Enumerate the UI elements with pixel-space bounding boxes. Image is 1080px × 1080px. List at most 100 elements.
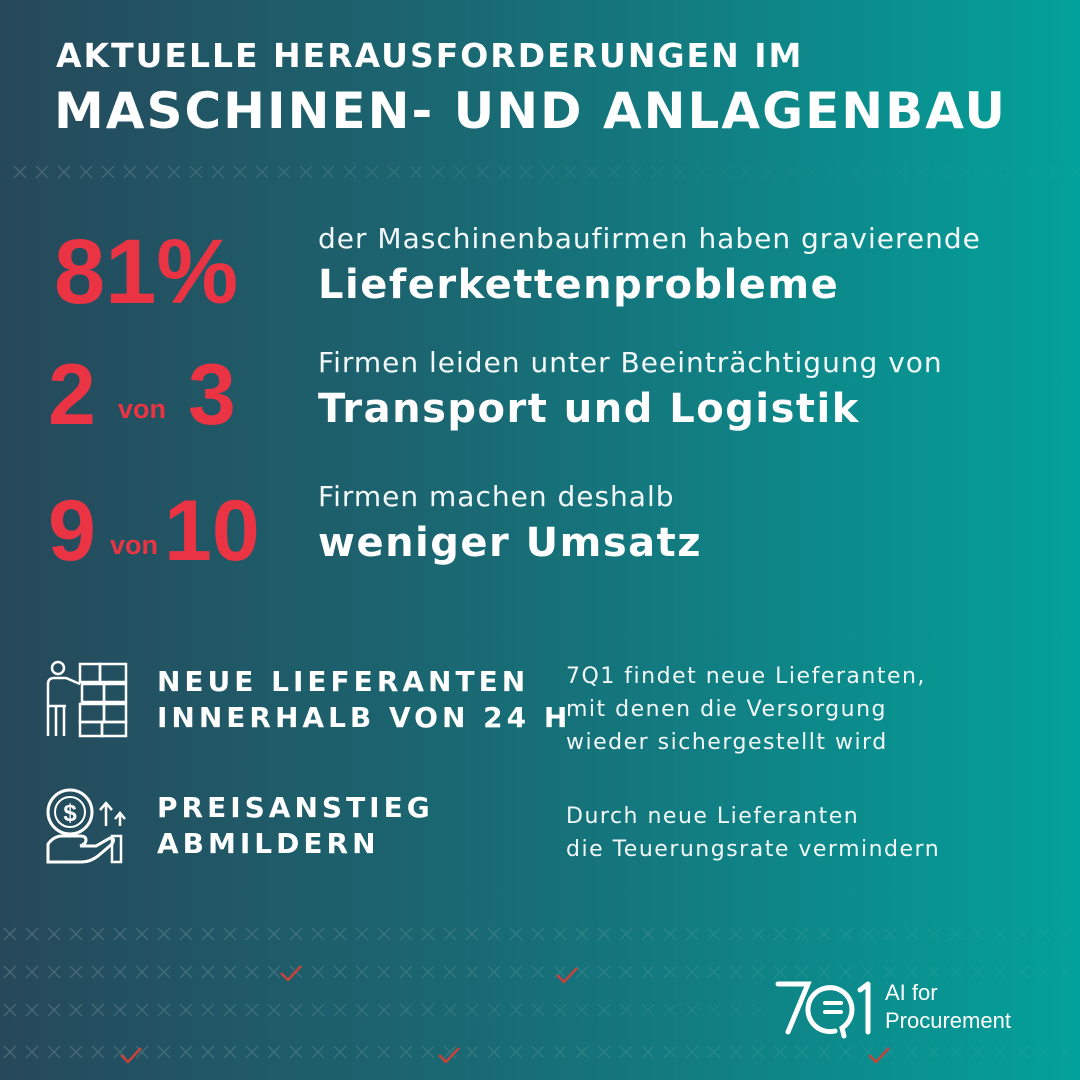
x-mark bbox=[784, 166, 796, 178]
x-mark bbox=[25, 965, 39, 979]
x-mark bbox=[509, 1003, 523, 1017]
x-mark bbox=[167, 165, 181, 179]
x-mark bbox=[806, 166, 818, 178]
x-mark bbox=[707, 1045, 721, 1059]
logo-tagline-line-1: AI for bbox=[885, 980, 938, 1005]
x-mark bbox=[47, 1003, 61, 1017]
x-mark bbox=[91, 965, 105, 979]
x-mark bbox=[575, 1003, 589, 1017]
x-mark bbox=[399, 1003, 413, 1017]
x-mark bbox=[355, 1045, 369, 1059]
x-mark bbox=[993, 1045, 1007, 1059]
x-mark bbox=[1015, 1045, 1029, 1059]
x-mark bbox=[916, 166, 928, 178]
x-mark bbox=[355, 965, 369, 979]
benefit-desc-line: die Teuerungsrate vermindern bbox=[566, 837, 941, 862]
stat-value-a: 9 bbox=[48, 483, 96, 579]
x-mark bbox=[585, 165, 599, 179]
x-mark bbox=[1038, 928, 1050, 940]
svg-text:$: $ bbox=[63, 800, 77, 827]
x-mark bbox=[289, 927, 303, 941]
x-mark bbox=[519, 165, 533, 179]
stat-lead-text: Firmen machen deshalb bbox=[318, 480, 675, 513]
x-mark bbox=[179, 927, 193, 941]
x-mark bbox=[333, 1003, 347, 1017]
x-mark bbox=[597, 965, 611, 979]
x-mark bbox=[223, 965, 237, 979]
x-mark bbox=[861, 965, 875, 979]
stat-connector: von bbox=[110, 530, 159, 560]
supplier-boxes-icon bbox=[46, 660, 128, 738]
x-mark bbox=[179, 1045, 193, 1059]
x-mark bbox=[465, 1003, 479, 1017]
x-mark bbox=[883, 1045, 897, 1059]
x-mark bbox=[69, 927, 83, 941]
x-mark bbox=[1004, 166, 1016, 178]
x-mark bbox=[201, 965, 215, 979]
x-mark bbox=[993, 965, 1007, 979]
x-mark bbox=[47, 965, 61, 979]
x-mark bbox=[267, 965, 281, 979]
benefit-heading-line: ABMILDERN bbox=[157, 827, 380, 860]
logo-tagline-line-2: Procurement bbox=[885, 1008, 1011, 1033]
x-mark bbox=[69, 1003, 83, 1017]
x-mark bbox=[531, 1045, 545, 1059]
checkmark-icon bbox=[868, 1047, 890, 1064]
x-mark bbox=[267, 927, 281, 941]
x-mark bbox=[35, 165, 49, 179]
x-mark bbox=[25, 1045, 39, 1059]
x-mark bbox=[245, 1045, 259, 1059]
x-mark bbox=[233, 165, 247, 179]
x-mark bbox=[1038, 966, 1050, 978]
x-mark bbox=[1048, 166, 1060, 178]
x-mark bbox=[729, 965, 743, 979]
x-mark bbox=[113, 927, 127, 941]
x-mark bbox=[751, 965, 765, 979]
stat-lead-text: der Maschinenbaufirmen haben gravierende bbox=[318, 222, 981, 255]
x-mark bbox=[343, 165, 357, 179]
x-mark bbox=[91, 1045, 105, 1059]
x-mark bbox=[365, 165, 379, 179]
x-mark bbox=[982, 166, 994, 178]
checkmark-icon bbox=[438, 1047, 460, 1064]
x-mark bbox=[894, 166, 906, 178]
x-mark bbox=[3, 965, 17, 979]
x-mark bbox=[575, 965, 589, 979]
x-mark bbox=[1038, 1046, 1050, 1058]
x-mark bbox=[47, 927, 61, 941]
x-mark bbox=[685, 927, 699, 941]
stat-connector: von bbox=[118, 394, 167, 424]
x-mark bbox=[663, 927, 677, 941]
x-mark bbox=[399, 1045, 413, 1059]
x-mark bbox=[1060, 966, 1072, 978]
stat-value: 81% bbox=[54, 221, 239, 323]
x-mark bbox=[443, 927, 457, 941]
x-mark bbox=[57, 165, 71, 179]
x-mark bbox=[355, 1003, 369, 1017]
checkmark-icon bbox=[556, 967, 578, 984]
x-mark bbox=[421, 927, 435, 941]
x-mark bbox=[13, 165, 27, 179]
x-mark bbox=[289, 1045, 303, 1059]
x-mark bbox=[245, 965, 259, 979]
x-mark bbox=[223, 1045, 237, 1059]
x-mark bbox=[927, 965, 941, 979]
x-mark bbox=[729, 1045, 743, 1059]
x-mark bbox=[399, 927, 413, 941]
x-mark bbox=[277, 165, 291, 179]
x-mark bbox=[377, 927, 391, 941]
x-mark bbox=[861, 1045, 875, 1059]
x-mark bbox=[509, 927, 523, 941]
x-mark bbox=[651, 165, 665, 179]
x-mark bbox=[223, 1003, 237, 1017]
x-mark bbox=[101, 165, 115, 179]
x-mark bbox=[179, 1003, 193, 1017]
x-mark bbox=[289, 1003, 303, 1017]
x-mark bbox=[949, 1045, 963, 1059]
x-mark bbox=[663, 965, 677, 979]
x-mark bbox=[311, 965, 325, 979]
x-mark bbox=[619, 927, 633, 941]
x-mark bbox=[333, 927, 347, 941]
x-mark bbox=[1060, 1046, 1072, 1058]
